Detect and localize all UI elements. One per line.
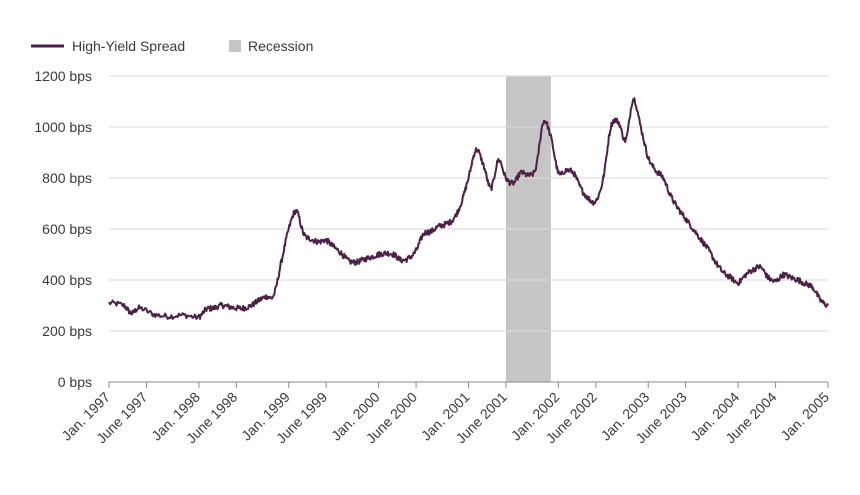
y-tick-label-1000: 1000 bps: [34, 119, 92, 135]
series-line-high-yield-spread: [108, 97, 829, 320]
y-tick-label-400: 400 bps: [42, 272, 92, 288]
y-axis-tick-labels: 0 bps 200 bps 400 bps 600 bps 800 bps 1000 bp…: [34, 68, 92, 390]
legend-label-recession: Recession: [248, 38, 313, 54]
y-tick-label-1200: 1200 bps: [34, 68, 92, 84]
y-tick-label-0: 0 bps: [58, 374, 92, 390]
x-tick-label-jan-2005: Jan. 2005: [777, 389, 832, 444]
y-tick-label-600: 600 bps: [42, 221, 92, 237]
legend-swatch-recession: [229, 40, 241, 52]
y-tick-label-800: 800 bps: [42, 170, 92, 186]
legend: High-Yield Spread Recession: [31, 38, 313, 54]
series-lines: [108, 97, 829, 320]
gridlines: [109, 75, 828, 332]
y-tick-label-200: 200 bps: [42, 323, 92, 339]
legend-label-high-yield-spread: High-Yield Spread: [72, 38, 185, 54]
